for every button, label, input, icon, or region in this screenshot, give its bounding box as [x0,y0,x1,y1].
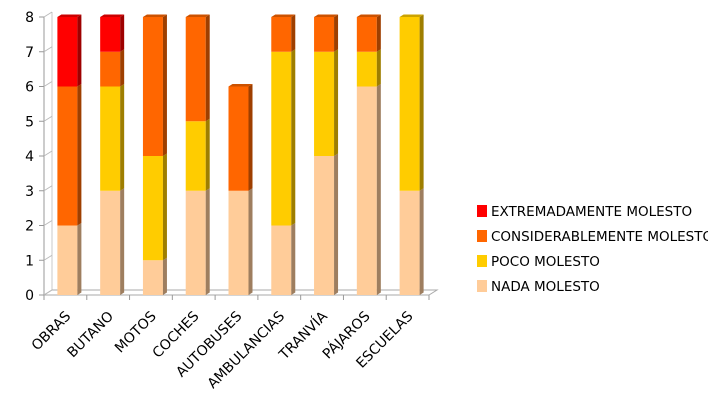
y-tick-diag [43,185,53,192]
bar-segment-side [291,14,296,52]
bar-segment-side [162,153,167,261]
y-tick-diag [43,150,53,157]
bar-segment-side [419,188,424,295]
bar-segment-top [314,14,339,17]
y-tick-diag [43,46,53,53]
bar-segment [271,51,292,226]
bar-segment-side [376,49,381,87]
bar-segment [142,156,163,261]
y-tick-diag [43,11,53,18]
bar-segment [100,86,121,191]
legend-label: EXTREMADAMENTE MOLESTO [491,204,692,220]
bar-segment [314,17,335,52]
bar-segment [271,17,292,52]
bar-segment [142,260,163,295]
legend-label: CONSIDERABLEMENTE MOLESTO [491,229,708,245]
y-tick-label: 4 [25,149,34,165]
bar-segment-top [271,14,296,17]
bar-segment-side [77,14,82,87]
y-tick-label: 5 [25,114,34,130]
legend-swatch [477,255,487,267]
bar-segment-side [248,84,253,191]
bars-layer [57,14,424,295]
bar-segment [399,190,420,295]
bar-segment-side [376,84,381,295]
bar-segment [314,51,335,156]
bar-segment-side [334,49,339,156]
x-tick-label: AMBULANCIAS [205,308,289,392]
legend-swatch [477,230,487,242]
bar-segment [100,51,121,87]
bar-segment-side [77,84,82,226]
legend-swatch [477,280,487,292]
bar-segment-side [120,188,125,295]
legend: EXTREMADAMENTE MOLESTO CONSIDERABLEMENTE … [477,204,708,295]
bar-segment [314,156,335,295]
bar-segment [57,17,78,87]
bar-segment [228,86,249,191]
bar-segment-top [356,14,381,17]
bar-segment-side [376,14,381,52]
bar-segment [356,17,377,52]
legend-label: NADA MOLESTO [491,279,600,295]
bar-segment [142,17,163,156]
bar-segment [399,17,420,191]
y-tick-diag [43,289,53,296]
bar-segment [356,86,377,295]
y-tick-label: 6 [25,80,34,96]
bar-segment [185,17,206,122]
bar-segment-side [205,14,210,122]
bar-segment [57,86,78,226]
axes-layer: 0 1 2 3 4 5 6 7 8 [25,10,439,304]
y-tick-label: 2 [25,219,34,235]
bar-segment-side [205,118,210,191]
bar-segment-side [120,49,125,87]
bar-segment [185,190,206,295]
bar-segment-top [185,14,210,17]
bar-segment [100,17,121,52]
bar-segment-side [291,49,296,226]
bar-segment-side [334,153,339,295]
y-tick-label: 1 [25,253,34,269]
bar-segment-top [100,14,125,17]
y-tick-diag [43,115,53,122]
legend-label: POCO MOLESTO [491,254,600,270]
bar-segment-top [228,84,253,87]
bar-segment-top [142,14,167,17]
bar-segment-side [77,223,82,295]
labels-layer: OBRASBUTANOMOTOSCOCHESAUTOBUSESAMBULANCI… [29,308,417,392]
bar-segment [356,51,377,87]
x-tick-label: BUTANO [64,309,117,362]
bar-segment [100,190,121,295]
bar-segment [57,225,78,295]
y-tick-label: 3 [25,184,34,200]
y-tick-label: 0 [25,288,34,304]
bar-segment [271,225,292,295]
bar-segment-top [399,14,424,17]
bar-segment-side [162,14,167,156]
bar-segment-side [162,257,167,295]
y-tick-diag [43,220,53,226]
bar-segment-side [205,188,210,295]
bar-segment-side [120,14,125,52]
y-tick-label: 7 [25,45,34,61]
bar-segment-side [291,223,296,295]
bar-segment-side [248,188,253,295]
y-tick-diag [43,254,53,261]
bar-segment-side [334,14,339,52]
bar-segment [228,190,249,295]
y-tick-label: 8 [25,10,34,26]
legend-swatch [477,205,487,217]
bar-segment [185,121,206,191]
bar-segment-side [419,14,424,191]
bar-segment-side [120,84,125,191]
bar-segment-top [57,14,82,17]
y-tick-diag [43,81,53,87]
